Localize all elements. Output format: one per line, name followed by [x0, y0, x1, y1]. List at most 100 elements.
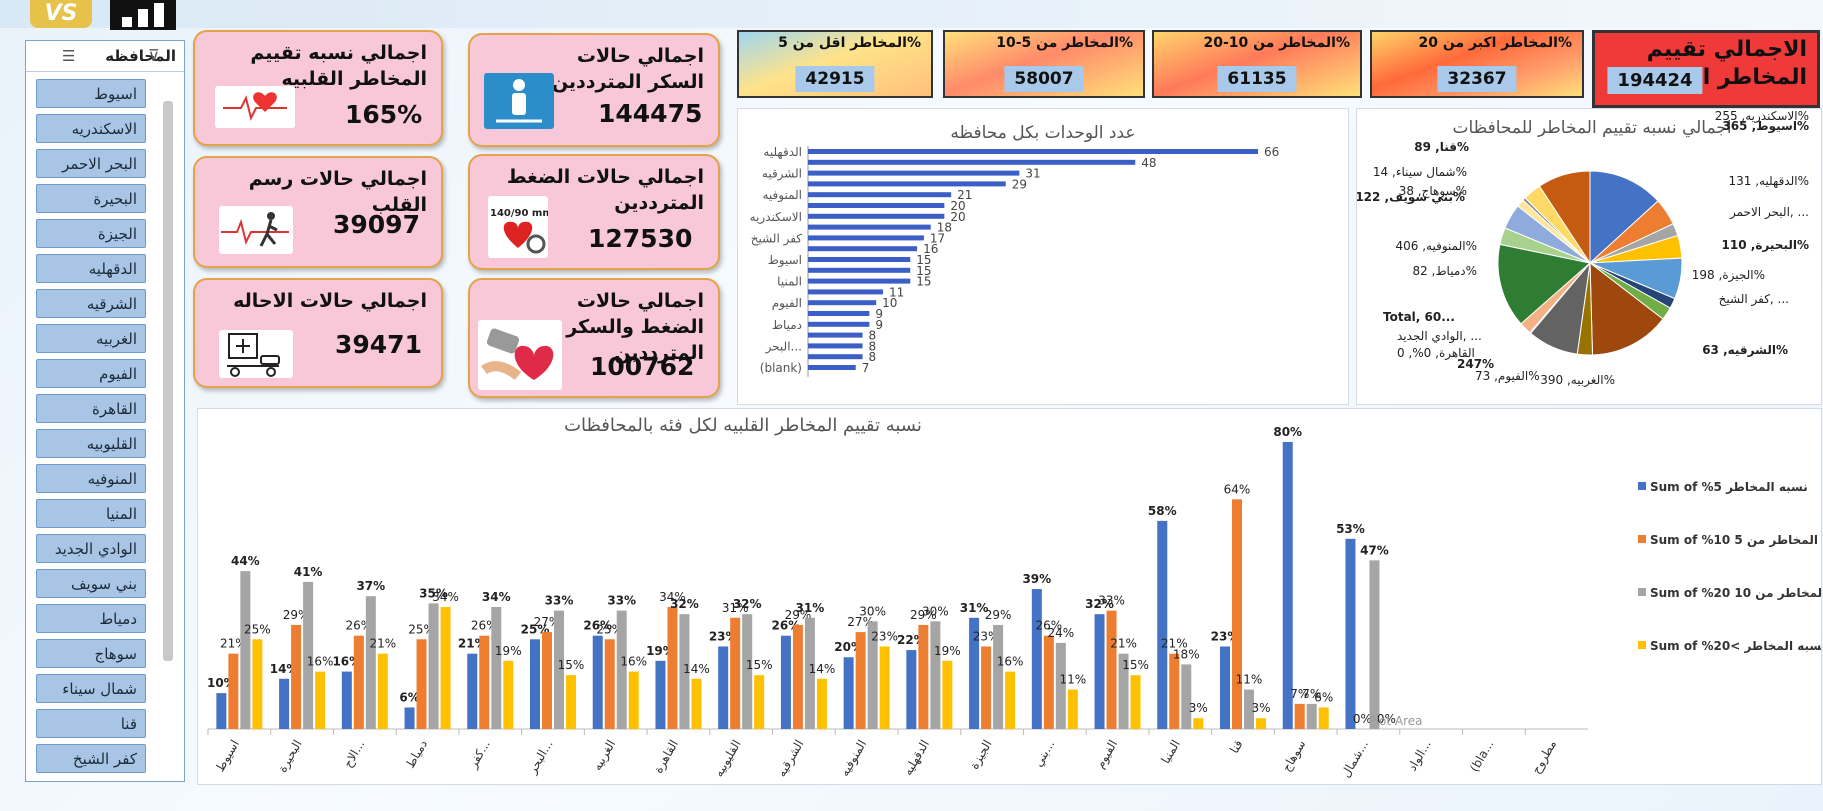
- slicer-item[interactable]: الفيوم: [36, 359, 146, 388]
- units-bar-label: 17: [930, 231, 945, 245]
- main-category-label: سوهاج: [1279, 738, 1309, 775]
- slicer-item[interactable]: قنا: [36, 709, 146, 738]
- main-data-label: 80%: [1273, 425, 1302, 439]
- pie-data-label: الجيزة, 198%: [1692, 268, 1765, 283]
- main-chart: نسبه تقييم المخاطر القلبيه لكل فئه بالمح…: [207, 415, 1823, 780]
- main-bar: [1157, 520, 1168, 729]
- kpi-bp-diabetes-value: 100762: [590, 352, 695, 381]
- main-bar: [792, 624, 803, 729]
- pie-data-label: الشرقيه, 63%: [1702, 343, 1788, 357]
- units-bar: [808, 213, 945, 219]
- main-data-label: 11%: [1236, 673, 1263, 687]
- main-bar: [616, 610, 627, 729]
- slicer-item[interactable]: الوادي الجديد: [36, 534, 146, 563]
- main-bar: [291, 624, 302, 729]
- slicer-item[interactable]: البحر الاحمر: [36, 149, 146, 178]
- main-data-label: 32%: [733, 597, 762, 611]
- main-bar: [479, 635, 490, 729]
- main-bar: [566, 675, 576, 729]
- pie-slice: [1589, 261, 1664, 356]
- main-bar: [628, 671, 639, 729]
- risk-5-10-title: المخاطر من 5-10%: [996, 35, 1133, 51]
- main-category-label: كفر...: [465, 738, 493, 772]
- main-bar: [467, 653, 478, 729]
- pie-slice: [1497, 243, 1592, 325]
- units-bar: [808, 267, 911, 273]
- units-bar: [808, 278, 911, 284]
- main-bar: [1318, 707, 1329, 729]
- main-bar: [1294, 703, 1305, 729]
- slicer-item[interactable]: سوهاج: [36, 639, 146, 668]
- main-bar: [1220, 646, 1230, 729]
- main-bar: [279, 678, 290, 729]
- main-bar: [1244, 689, 1254, 729]
- kpi-bp-diabetes-title: اجمالي حالات الضغط والسكر المترددين: [566, 290, 704, 364]
- kpi-diabetes-value: 144475: [598, 99, 703, 128]
- main-bar: [1118, 653, 1129, 729]
- legend-swatch: [1638, 535, 1646, 543]
- units-category-label: الفيوم: [772, 296, 802, 311]
- slicer-item[interactable]: شمال سيناء: [36, 674, 146, 703]
- main-data-label: 30%: [859, 604, 886, 618]
- slicer-item[interactable]: القليوبيه: [36, 429, 146, 458]
- slicer-item[interactable]: اسيوط: [36, 79, 146, 108]
- risk-10-20-value: 61135: [1217, 66, 1297, 92]
- main-data-label: 53%: [1336, 522, 1365, 536]
- units-bar: [808, 181, 1006, 187]
- plot-area-label: Plot Area: [1368, 714, 1422, 728]
- main-data-label: 39%: [1022, 572, 1051, 586]
- slicer-item[interactable]: الاسكندريه: [36, 114, 146, 143]
- main-data-label: 29%: [910, 608, 937, 622]
- main-bar: [1043, 635, 1054, 729]
- main-bar: [993, 624, 1004, 729]
- units-bar: [808, 235, 924, 241]
- slicer-item[interactable]: الدقهليه: [36, 254, 146, 283]
- units-category-label: الاسكندريه: [750, 210, 802, 225]
- slicer-item[interactable]: دمياط: [36, 604, 146, 633]
- main-data-label: 25%: [596, 622, 623, 636]
- slicer-item[interactable]: القاهرة: [36, 394, 146, 423]
- main-bar: [930, 621, 941, 729]
- pie-data-label: البحيرة, 110%: [1722, 238, 1809, 252]
- pie-data-label: سوهاج, 38%: [1399, 184, 1467, 199]
- main-data-label: 24%: [1047, 626, 1074, 640]
- pie-data-label: قنا, 89%: [1414, 140, 1469, 154]
- units-bar: [808, 289, 883, 295]
- slicer-item[interactable]: بني سويف: [36, 569, 146, 598]
- units-bar-label: 16: [923, 242, 938, 256]
- units-chart-panel: عدد الوحدات بكل محافظه 66 الدقهليه 48 31 الشر…: [737, 108, 1349, 405]
- main-data-label: 64%: [1224, 482, 1251, 496]
- main-bar: [730, 617, 741, 729]
- slicer-header: المحافظه ☰ ⊽: [26, 41, 184, 72]
- main-data-label: 47%: [1360, 543, 1389, 557]
- slicer-item[interactable]: المنوفيه: [36, 464, 146, 493]
- multi-select-icon[interactable]: ☰: [62, 47, 76, 65]
- blood-pressure-icon: 140/90 mmHg: [488, 196, 568, 258]
- main-data-label: 33%: [1098, 594, 1125, 608]
- pie-data-label: شمال سيناء, 14%: [1373, 165, 1467, 179]
- main-bar: [667, 607, 678, 729]
- slicer-item[interactable]: الشرقيه: [36, 289, 146, 318]
- slicer-item[interactable]: الجيزة: [36, 219, 146, 248]
- units-bar-label: 15: [916, 253, 931, 267]
- slicer-scrollbar[interactable]: [163, 101, 173, 661]
- units-bar-label: 15: [916, 264, 931, 278]
- main-data-label: 35%: [419, 586, 448, 600]
- main-data-label: 16%: [620, 655, 647, 669]
- main-data-label: 31%: [796, 601, 825, 615]
- slicer-item[interactable]: كفر الشيخ: [36, 744, 146, 773]
- slicer-item[interactable]: البحيرة: [36, 184, 146, 213]
- units-bar: [808, 257, 911, 262]
- pie-data-label: اسيوط, 365%: [1722, 119, 1809, 134]
- kpi-bp-diabetes: اجمالي حالات الضغط والسكر المترددين 1007…: [468, 278, 720, 398]
- main-category-label: (bla...: [1467, 738, 1496, 775]
- governorate-slicer[interactable]: المحافظه ☰ ⊽ اسيوط الاسكندريه البحر الاحمر…: [25, 40, 185, 782]
- slicer-item[interactable]: الغربيه: [36, 324, 146, 353]
- slicer-item[interactable]: المنيا: [36, 499, 146, 528]
- legend-swatch: [1638, 641, 1646, 649]
- main-bar: [816, 678, 827, 729]
- main-bar: [530, 639, 540, 729]
- main-bar: [843, 657, 854, 729]
- clear-filter-icon[interactable]: ⊽: [148, 46, 160, 65]
- pie-data-label: دمياط, 82%: [1413, 264, 1477, 278]
